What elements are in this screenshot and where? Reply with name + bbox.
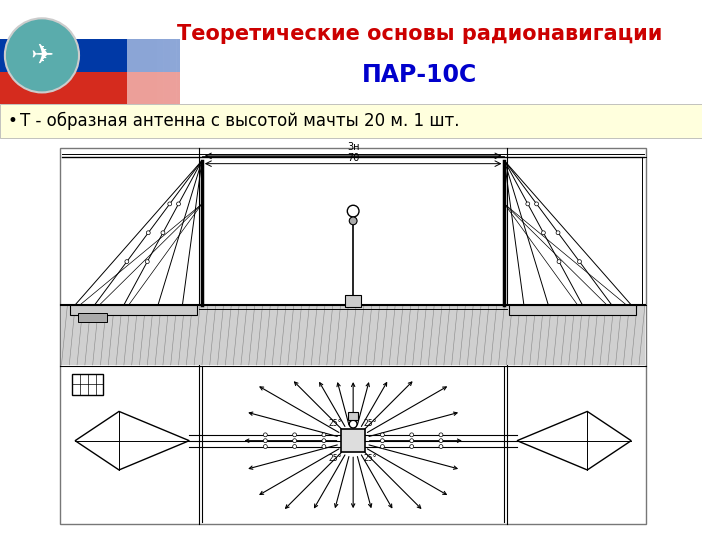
Circle shape	[125, 260, 129, 264]
FancyBboxPatch shape	[285, 6, 292, 104]
Text: ✈: ✈	[30, 42, 53, 69]
FancyBboxPatch shape	[352, 6, 359, 104]
Text: 3н: 3н	[347, 142, 359, 152]
Text: 25°: 25°	[364, 454, 377, 463]
Circle shape	[5, 18, 79, 92]
FancyBboxPatch shape	[297, 6, 305, 104]
FancyBboxPatch shape	[0, 6, 181, 39]
Circle shape	[577, 260, 582, 264]
Circle shape	[292, 438, 297, 443]
FancyBboxPatch shape	[348, 413, 358, 420]
FancyBboxPatch shape	[359, 6, 366, 104]
Text: ПАР-10С: ПАР-10С	[362, 63, 477, 87]
Circle shape	[410, 433, 414, 437]
FancyBboxPatch shape	[0, 6, 703, 104]
FancyBboxPatch shape	[322, 6, 329, 104]
Circle shape	[322, 444, 326, 449]
Text: 25°: 25°	[329, 454, 342, 463]
FancyBboxPatch shape	[328, 6, 335, 104]
FancyBboxPatch shape	[509, 305, 636, 315]
FancyBboxPatch shape	[244, 6, 703, 104]
FancyBboxPatch shape	[0, 72, 181, 104]
Circle shape	[264, 444, 267, 449]
FancyBboxPatch shape	[341, 6, 347, 104]
FancyBboxPatch shape	[310, 6, 317, 104]
FancyBboxPatch shape	[389, 6, 396, 104]
FancyBboxPatch shape	[0, 39, 181, 72]
Circle shape	[322, 433, 326, 437]
Circle shape	[526, 202, 530, 206]
FancyBboxPatch shape	[267, 6, 274, 104]
Circle shape	[380, 433, 384, 437]
Circle shape	[541, 231, 545, 235]
FancyBboxPatch shape	[71, 305, 197, 315]
FancyBboxPatch shape	[72, 374, 104, 395]
FancyBboxPatch shape	[249, 6, 256, 104]
Circle shape	[439, 444, 443, 449]
FancyBboxPatch shape	[0, 104, 703, 138]
Circle shape	[557, 260, 561, 264]
Text: •: •	[8, 112, 18, 130]
FancyBboxPatch shape	[61, 305, 645, 365]
Circle shape	[556, 231, 560, 235]
FancyBboxPatch shape	[334, 6, 341, 104]
FancyBboxPatch shape	[60, 148, 646, 524]
FancyBboxPatch shape	[273, 6, 280, 104]
FancyBboxPatch shape	[316, 6, 323, 104]
FancyBboxPatch shape	[261, 6, 268, 104]
Circle shape	[535, 202, 539, 206]
FancyBboxPatch shape	[279, 6, 287, 104]
Text: Теоретические основы радионавигации: Теоретические основы радионавигации	[177, 24, 662, 44]
Text: 70: 70	[347, 153, 359, 163]
Circle shape	[176, 202, 181, 206]
FancyBboxPatch shape	[364, 6, 372, 104]
FancyBboxPatch shape	[346, 6, 354, 104]
FancyBboxPatch shape	[78, 313, 107, 322]
FancyBboxPatch shape	[292, 6, 299, 104]
Circle shape	[264, 433, 267, 437]
Circle shape	[168, 202, 171, 206]
Circle shape	[439, 433, 443, 437]
Circle shape	[439, 438, 443, 443]
Circle shape	[349, 217, 357, 225]
FancyBboxPatch shape	[304, 6, 311, 104]
Circle shape	[161, 231, 165, 235]
FancyBboxPatch shape	[346, 295, 361, 307]
Circle shape	[410, 438, 414, 443]
Circle shape	[380, 438, 384, 443]
FancyBboxPatch shape	[341, 429, 365, 453]
FancyBboxPatch shape	[377, 6, 384, 104]
Circle shape	[349, 420, 357, 428]
Circle shape	[322, 438, 326, 443]
Circle shape	[292, 433, 297, 437]
Circle shape	[145, 260, 149, 264]
FancyBboxPatch shape	[383, 6, 390, 104]
FancyBboxPatch shape	[255, 6, 262, 104]
Circle shape	[410, 444, 414, 449]
FancyBboxPatch shape	[127, 6, 322, 104]
Text: 25°: 25°	[364, 418, 377, 428]
Circle shape	[347, 205, 359, 217]
Text: Т - образная антенна с высотой мачты 20 м. 1 шт.: Т - образная антенна с высотой мачты 20 …	[19, 112, 459, 130]
FancyBboxPatch shape	[371, 6, 378, 104]
Circle shape	[146, 231, 150, 235]
Circle shape	[292, 444, 297, 449]
Text: 25°: 25°	[329, 418, 342, 428]
Circle shape	[380, 444, 384, 449]
Circle shape	[264, 438, 267, 443]
